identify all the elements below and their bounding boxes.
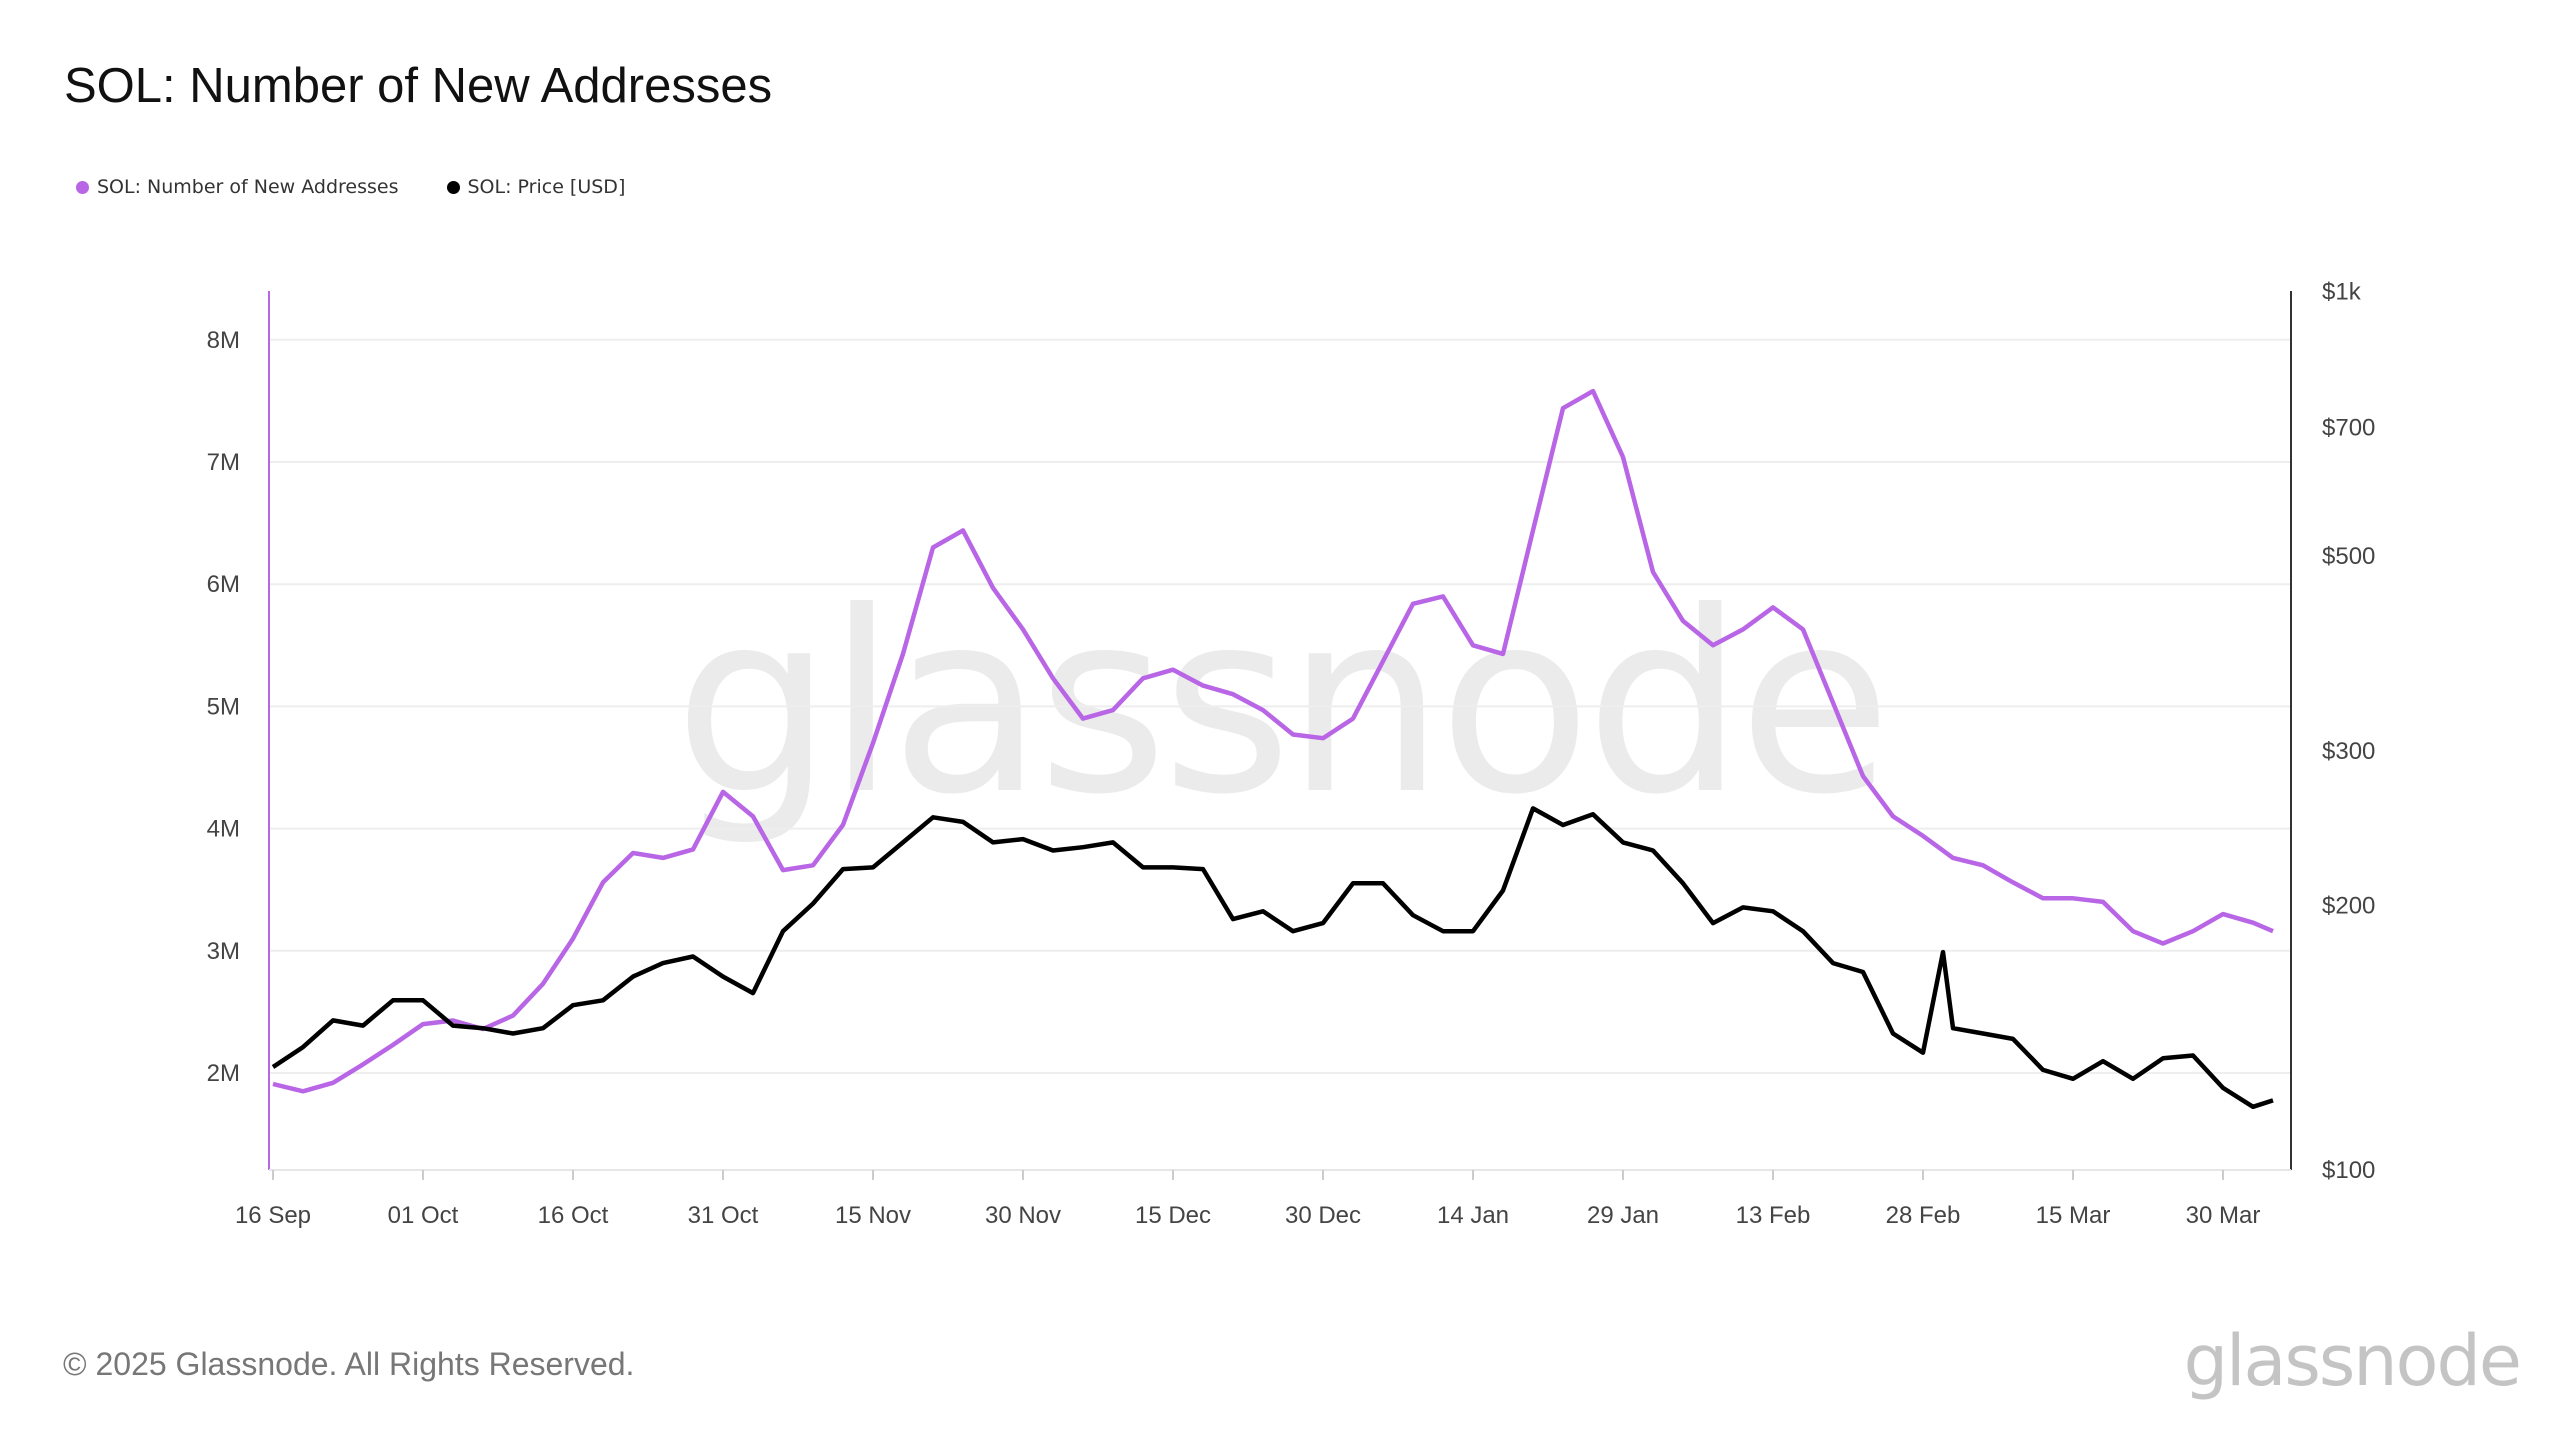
x-tick-label: 30 Dec [1285,1202,1361,1229]
y-left-tick-label: 6M [207,571,240,598]
x-tick-label: 16 Sep [235,1202,311,1229]
y-left-tick-label: 7M [207,449,240,476]
y-left-tick-label: 3M [207,938,240,965]
legend-dot-icon [446,180,460,194]
x-tick-label: 30 Mar [2186,1202,2261,1229]
y-left-tick-label: 2M [207,1060,240,1087]
legend-item-new-addresses[interactable]: SOL: Number of New Addresses [76,176,399,198]
series-line-new-addresses [272,388,2274,1094]
y-right-tick-label: $100 [2322,1157,2375,1184]
watermark: glassnode [674,558,1886,849]
x-tick-label: 28 Feb [1886,1202,1961,1229]
legend-label: SOL: Number of New Addresses [97,176,399,198]
x-tick-label: 31 Oct [688,1202,759,1229]
legend-dot-icon [76,180,89,194]
y-left-tick-label: 5M [207,693,240,720]
x-tick-label: 16 Oct [538,1202,609,1229]
x-tick-label: 13 Feb [1736,1202,1811,1229]
glassnode-logo: glassnode [2183,1320,2522,1402]
x-tick-label: 14 Jan [1437,1202,1509,1229]
x-tick-label: 29 Jan [1587,1202,1659,1229]
y-right-tick-label: $1k [2322,278,2362,305]
gridlines [269,338,2291,1074]
legend: SOL: Number of New Addresses SOL: Price … [76,176,625,198]
copyright-footer: © 2025 Glassnode. All Rights Reserved. [63,1346,635,1382]
x-tick-label: 15 Dec [1135,1202,1211,1229]
legend-item-price[interactable]: SOL: Price [USD] [446,176,626,198]
chart-title: SOL: Number of New Addresses [64,59,773,113]
y-right-tick-label: $300 [2322,738,2375,765]
x-tick-label: 15 Nov [835,1202,911,1229]
x-tick-label: 01 Oct [388,1202,459,1229]
legend-label: SOL: Price [USD] [467,176,626,198]
y-right-tick-label: $500 [2322,543,2375,570]
y-right-tick-label: $200 [2322,893,2375,920]
x-tick-label: 30 Nov [985,1202,1061,1229]
x-tick-label: 15 Mar [2036,1202,2111,1229]
y-right-tick-label: $700 [2322,414,2375,441]
y-left-tick-label: 4M [207,816,240,843]
series-line-price [271,806,2274,1110]
y-left-tick-label: 8M [207,327,240,354]
series-lines [271,388,2274,1110]
axes: 2M 3M 4M 5M 6M 7M 8M $100 $200 $300 $500 $700 $1k 16 … [207,278,2376,1229]
